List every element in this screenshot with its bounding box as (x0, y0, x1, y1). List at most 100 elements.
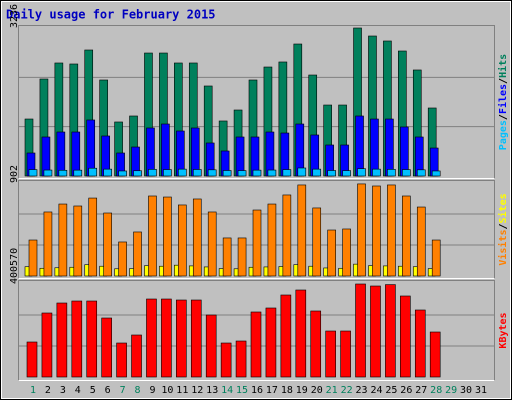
bar (342, 228, 351, 277)
x-tick-label: 1 (30, 385, 36, 396)
x-tick-label: 11 (176, 385, 188, 396)
bar (28, 169, 38, 177)
bar (86, 300, 98, 378)
x-tick-label: 4 (75, 385, 81, 396)
bar (86, 119, 96, 177)
bar (265, 131, 275, 177)
x-tick-label: 29 (445, 385, 457, 396)
bar (355, 115, 364, 177)
bar (340, 330, 351, 378)
bar (267, 203, 277, 277)
bar (101, 317, 112, 378)
bar (312, 207, 322, 277)
legend: KBytes (498, 312, 509, 348)
bar (118, 170, 127, 177)
bar (133, 231, 142, 277)
bar (416, 169, 426, 177)
bar (148, 195, 157, 277)
bar (387, 169, 396, 177)
bar (205, 314, 217, 378)
bar (297, 184, 307, 277)
bar (43, 211, 53, 277)
legend-separator: / (498, 114, 509, 120)
x-tick-label: 26 (400, 385, 412, 396)
legend-entry: Visits (497, 230, 509, 266)
legend-entry: Hits (497, 54, 509, 78)
bar (56, 302, 68, 378)
legend: Pages/Files/Hits (497, 54, 509, 150)
bar (370, 118, 379, 177)
bar (73, 205, 83, 277)
bar (372, 168, 381, 177)
bar (252, 169, 262, 177)
bar (357, 183, 366, 277)
bar (250, 311, 262, 378)
x-tick-label: 21 (326, 385, 338, 396)
bar (252, 209, 262, 277)
x-tick-label: 24 (370, 385, 382, 396)
bar (387, 184, 396, 277)
x-tick-label: 20 (311, 385, 323, 396)
bar (402, 169, 411, 177)
bar (385, 284, 396, 378)
x-tick-label: 22 (341, 385, 353, 396)
bar (146, 298, 157, 378)
bar (297, 167, 307, 177)
bar (103, 168, 112, 177)
x-tick-label: 17 (266, 385, 278, 396)
y-tick-label: 3236 (9, 4, 20, 28)
x-tick-label: 6 (105, 385, 111, 396)
bar (327, 229, 336, 277)
bar (357, 168, 366, 177)
bar (43, 169, 53, 177)
bar (370, 285, 381, 378)
bar (133, 170, 142, 177)
bar (431, 239, 441, 277)
x-tick-label: 13 (206, 385, 218, 396)
bar (237, 170, 247, 177)
y-tick-label: 902 (9, 165, 20, 183)
bar (88, 167, 98, 177)
legend-separator: / (498, 78, 509, 84)
bar (178, 204, 187, 277)
bar (207, 211, 217, 277)
x-tick-label: 30 (460, 385, 472, 396)
x-tick-label: 18 (281, 385, 293, 396)
x-tick-label: 5 (90, 385, 96, 396)
legend-entry: Pages (498, 120, 509, 150)
bar (118, 241, 127, 277)
y-tick-label: 400570 (9, 248, 20, 284)
bar (103, 212, 112, 277)
x-tick-label: 27 (415, 385, 427, 396)
x-tick-label: 3 (60, 385, 66, 396)
bar (71, 131, 81, 177)
x-tick-label: 28 (430, 385, 442, 396)
bar (342, 170, 351, 177)
bar (267, 169, 277, 177)
bar (312, 168, 322, 177)
legend: Visits/Sites (497, 193, 509, 265)
bar (327, 170, 336, 177)
legend-entry: KBytes (498, 312, 509, 348)
bar (192, 198, 202, 277)
legend-separator: / (498, 223, 509, 229)
bar (41, 312, 53, 378)
bar (146, 127, 155, 177)
bar (163, 169, 172, 177)
bar (235, 340, 247, 378)
chart-title: Daily usage for February 2015 (6, 8, 216, 22)
bar (222, 170, 232, 177)
bar (325, 330, 336, 378)
bar (88, 197, 98, 277)
bar (28, 239, 38, 277)
bar (161, 123, 170, 177)
x-tick-label: 16 (251, 385, 263, 396)
x-tick-label: 9 (149, 385, 155, 396)
bar (414, 309, 426, 378)
bar (190, 299, 202, 378)
bar (400, 295, 411, 378)
x-tick-label: 2 (45, 385, 51, 396)
x-tick-label: 14 (221, 385, 233, 396)
bar (282, 169, 292, 177)
